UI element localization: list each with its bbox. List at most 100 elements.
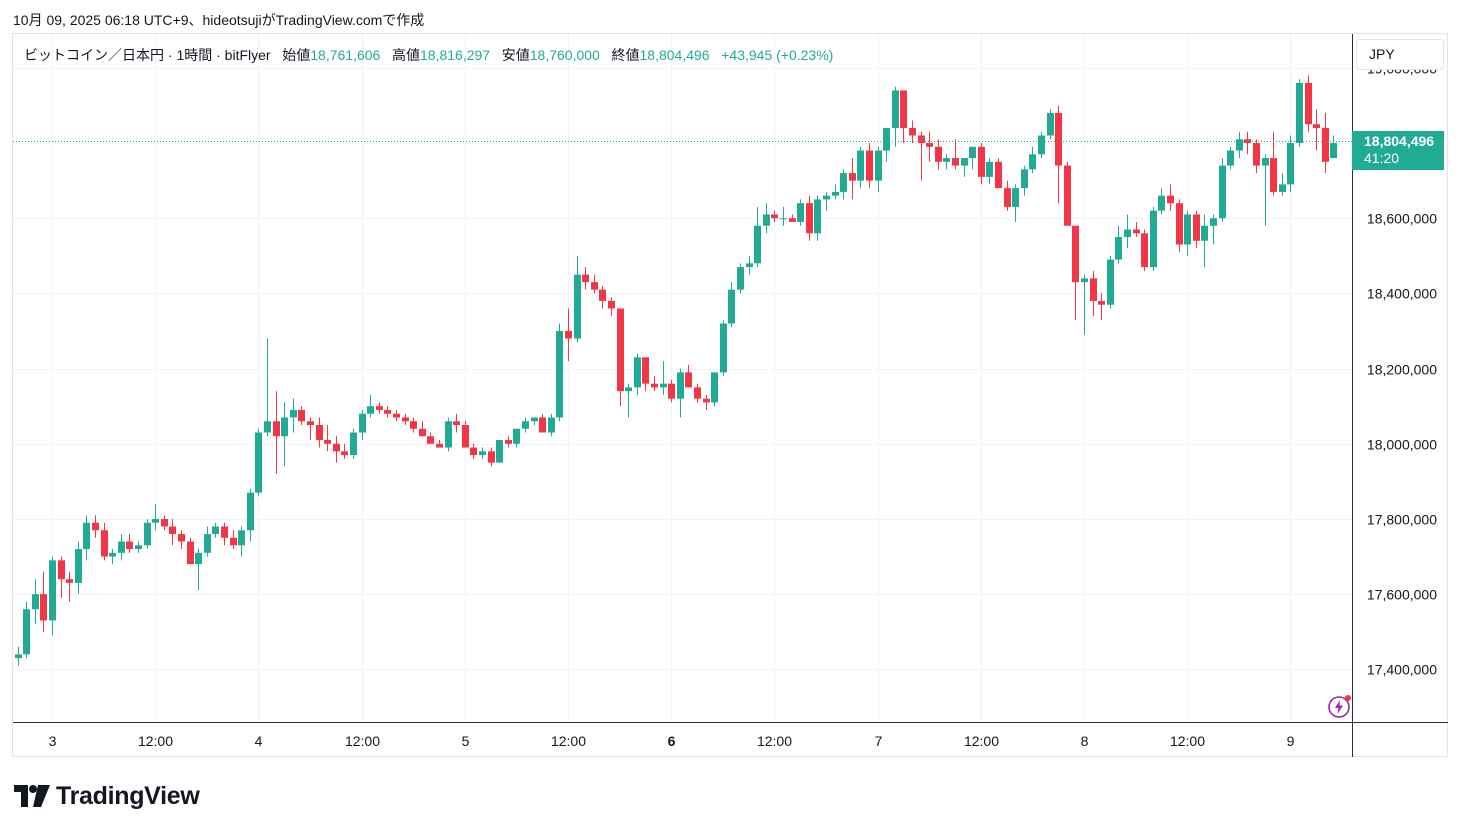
- candle-body: [316, 424, 323, 441]
- candle-body: [195, 552, 202, 565]
- y-tick-label: 17,800,000: [1367, 512, 1437, 528]
- open-value: 18,761,606: [310, 47, 381, 63]
- candle-body: [135, 545, 142, 550]
- y-tick-label: 18,600,000: [1367, 211, 1437, 227]
- candle-body: [608, 300, 615, 309]
- candle-body: [918, 135, 925, 144]
- candle-body: [307, 421, 314, 425]
- axes: 17,400,000 17,600,000 17,800,000 18,000,000…: [13, 34, 1448, 757]
- candle-body: [101, 530, 108, 557]
- candle-body: [875, 150, 882, 181]
- candle-body: [144, 522, 151, 546]
- candle-body: [1184, 214, 1191, 245]
- candle-body: [565, 331, 572, 339]
- candle-body: [264, 421, 271, 433]
- candle-body: [341, 451, 348, 456]
- candle-body: [1253, 143, 1260, 166]
- candle-body: [926, 143, 933, 147]
- candle-body: [1141, 233, 1148, 268]
- candle-body: [685, 372, 692, 388]
- candle-body: [1305, 82, 1312, 125]
- candle-body: [83, 522, 90, 550]
- symbol-name: ビットコイン／日本円 · 1時間 · bitFlyer: [24, 47, 271, 63]
- candle-body: [548, 417, 555, 433]
- candle-body: [290, 409, 297, 418]
- chart-caption: 10月 09, 2025 06:18 UTC+9、hideotsujiがTrad…: [13, 12, 425, 28]
- candle-body: [978, 146, 985, 177]
- grid-lines: [13, 34, 1352, 722]
- candle-body: [1262, 158, 1269, 166]
- candle-body: [900, 90, 907, 128]
- candle-body: [230, 537, 237, 546]
- candle-body: [1055, 112, 1062, 166]
- candle-body: [909, 127, 916, 136]
- candle-body: [488, 451, 495, 463]
- lightning-icon[interactable]: [1327, 695, 1351, 719]
- candle-body: [1322, 127, 1329, 162]
- x-tick-label: 12:00: [1170, 733, 1205, 749]
- candle-body: [1313, 124, 1320, 128]
- candle-body: [1330, 143, 1337, 159]
- candle-body: [247, 492, 254, 531]
- candle-body: [66, 579, 73, 583]
- candle-body: [1176, 203, 1183, 245]
- x-tick-label: 12:00: [757, 733, 792, 749]
- candle-body: [169, 526, 176, 535]
- candle-body: [15, 654, 22, 659]
- candle-body: [617, 308, 624, 392]
- candle-body: [32, 594, 39, 610]
- candle-body: [539, 417, 546, 433]
- symbol-legend: ビットコイン／日本円 · 1時間 · bitFlyer 始値18,761,606…: [24, 45, 833, 65]
- currency-button[interactable]: JPY: [1356, 39, 1444, 70]
- candle-body: [204, 534, 211, 553]
- candle-body: [367, 406, 374, 414]
- candle-body: [419, 428, 426, 437]
- candle-body: [1201, 225, 1208, 241]
- candle-body: [574, 274, 581, 339]
- candle-body: [582, 274, 589, 283]
- candle-body: [935, 146, 942, 162]
- candle-body: [625, 387, 632, 392]
- x-tick-label: 3: [49, 733, 57, 749]
- tradingview-logo-text: TradingView: [56, 781, 200, 810]
- x-tick-label: 5: [462, 733, 470, 749]
- candle-body: [857, 150, 864, 181]
- candle-body: [668, 383, 675, 399]
- tradingview-logo[interactable]: TradingView: [14, 782, 200, 810]
- candle-body: [1038, 135, 1045, 155]
- candle-body: [1287, 143, 1294, 185]
- candle-body: [187, 541, 194, 565]
- x-tick-label: 7: [875, 733, 883, 749]
- candle-body: [1150, 210, 1157, 268]
- high-label: 高値: [392, 47, 420, 63]
- candle-body: [694, 387, 701, 399]
- candle-body: [651, 383, 658, 388]
- candle-body: [126, 541, 133, 550]
- candle-body: [376, 406, 383, 410]
- candle-body: [436, 443, 443, 448]
- candle-body: [1004, 188, 1011, 207]
- x-tick-label: 12:00: [964, 733, 999, 749]
- candle-body: [677, 372, 684, 399]
- candle-body: [952, 158, 959, 166]
- candle-body: [118, 541, 125, 553]
- candle-body: [660, 383, 667, 388]
- candle-body: [1219, 165, 1226, 219]
- candle-body: [746, 263, 753, 268]
- candle-body: [92, 522, 99, 531]
- y-tick-label: 18,000,000: [1367, 437, 1437, 453]
- candle-body: [462, 424, 469, 448]
- candle-body: [789, 218, 796, 222]
- candle-body: [961, 158, 968, 166]
- x-tick-label: 12:00: [551, 733, 586, 749]
- candle-body: [1167, 195, 1174, 204]
- candle-body: [1193, 214, 1200, 241]
- candle-body: [522, 421, 529, 429]
- x-tick-label: 12:00: [138, 733, 173, 749]
- candle-body: [58, 560, 65, 580]
- candle-body: [642, 357, 649, 384]
- candle-body: [737, 267, 744, 290]
- candle-body: [995, 161, 1002, 189]
- candle-body: [238, 530, 245, 546]
